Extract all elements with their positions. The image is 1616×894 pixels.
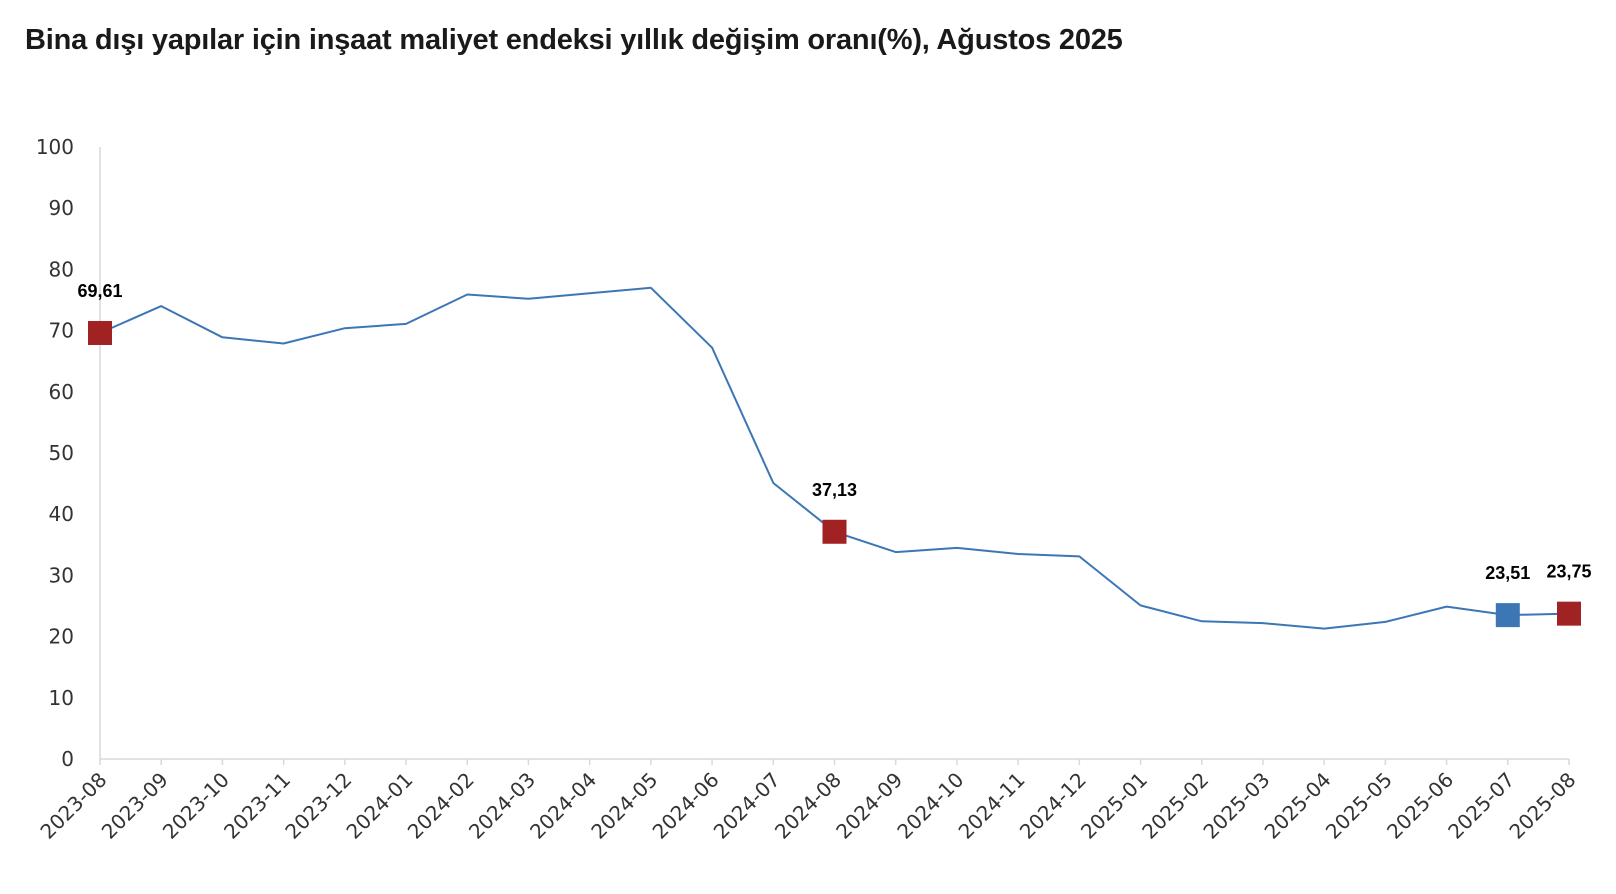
- x-tick-label: 2024-12: [1015, 768, 1091, 844]
- y-tick-label: 0: [61, 747, 74, 771]
- series-layer: [99, 286, 1570, 630]
- x-tick-label: 2025-01: [1076, 768, 1152, 844]
- data-label: 37,13: [812, 480, 857, 500]
- x-tick-label: 2025-08: [1504, 768, 1580, 844]
- y-tick-label: 80: [49, 257, 74, 281]
- data-label: 69,61: [77, 281, 122, 301]
- highlight-marker: [1557, 601, 1581, 626]
- x-tick-label: 2024-03: [464, 768, 540, 844]
- data-label-layer: 69,61 37,13 23,51 23,75: [77, 281, 1591, 583]
- data-label: 23,75: [1546, 562, 1591, 582]
- x-tick-label: 2024-08: [770, 768, 846, 844]
- x-tick-label: 2023-10: [158, 768, 234, 844]
- x-tick-label: 2025-04: [1260, 768, 1336, 844]
- y-tick-label: 40: [49, 502, 74, 526]
- x-tick-label: 2024-01: [342, 768, 418, 844]
- x-tick-label: 2024-07: [709, 768, 785, 844]
- x-axis: 2023-082023-092023-102023-112023-122024-…: [35, 758, 1581, 844]
- y-tick-label: 50: [49, 441, 74, 465]
- y-tick-label: 30: [49, 563, 74, 587]
- x-tick-label: 2024-10: [892, 768, 968, 844]
- x-tick-label: 2023-12: [280, 768, 356, 844]
- x-tick-label: 2025-07: [1443, 768, 1519, 844]
- x-tick-label: 2023-11: [219, 768, 295, 844]
- x-tick-label: 2024-09: [831, 768, 907, 844]
- x-tick-label: 2025-06: [1382, 768, 1458, 844]
- highlight-marker: [1495, 603, 1520, 628]
- marker-layer: [88, 320, 1581, 628]
- y-tick-label: 10: [49, 686, 74, 710]
- x-tick-label: 2024-05: [586, 768, 662, 844]
- y-tick-label: 100: [36, 135, 74, 159]
- y-tick-label: 90: [49, 196, 74, 220]
- y-tick-label: 60: [49, 380, 74, 404]
- x-tick-label: 2024-02: [403, 768, 479, 844]
- y-tick-label: 70: [49, 319, 74, 343]
- data-label: 23,51: [1485, 563, 1530, 583]
- x-tick-label: 2024-04: [525, 768, 601, 844]
- chart-title: Bina dışı yapılar için inşaat maliyet en…: [25, 24, 1123, 56]
- x-tick-label: 2025-02: [1137, 768, 1213, 844]
- highlight-marker: [822, 519, 847, 544]
- x-tick-label: 2025-05: [1321, 768, 1397, 844]
- y-tick-label: 20: [49, 625, 74, 649]
- x-tick-label: 2024-06: [648, 768, 724, 844]
- series-line: [99, 286, 1570, 630]
- y-axis: 0 10 20 30 40 50 60 70 80 90 100: [36, 135, 101, 771]
- highlight-marker: [88, 320, 112, 345]
- x-tick-label: 2023-09: [97, 768, 173, 844]
- x-tick-label: 2023-08: [35, 768, 111, 844]
- x-tick-label: 2024-11: [954, 768, 1030, 844]
- x-tick-label: 2025-03: [1198, 768, 1274, 844]
